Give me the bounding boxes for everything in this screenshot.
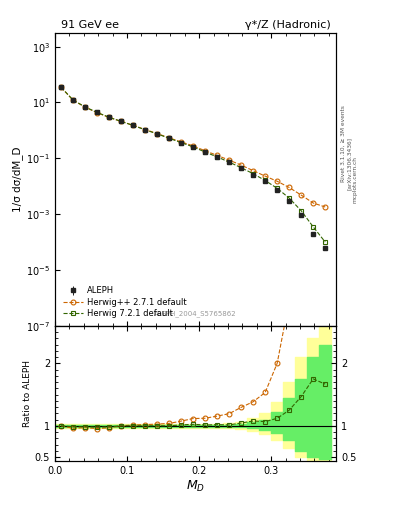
Herwig++ 2.7.1 default (167, 135, 171, 141)
Herwig++ 2.7.1 default (251, 167, 255, 174)
Herwig++ 2.7.1 default (323, 204, 328, 210)
Herwig 7.2.1 default (107, 114, 112, 120)
Herwig 7.2.1 default (59, 84, 63, 90)
Herwig 7.2.1 default (191, 144, 195, 150)
Herwig++ 2.7.1 default (179, 139, 184, 145)
Herwig++ 2.7.1 default (59, 84, 63, 90)
Text: [arXiv:1306.3436]: [arXiv:1306.3436] (347, 137, 352, 190)
Herwig 7.2.1 default (83, 104, 87, 110)
Text: 91 GeV ee: 91 GeV ee (61, 20, 119, 30)
Herwig++ 2.7.1 default (287, 184, 292, 190)
Herwig 7.2.1 default (215, 154, 220, 160)
Line: Herwig++ 2.7.1 default: Herwig++ 2.7.1 default (59, 85, 328, 209)
Herwig++ 2.7.1 default (107, 114, 112, 120)
Herwig++ 2.7.1 default (119, 118, 123, 124)
Herwig++ 2.7.1 default (239, 162, 244, 168)
Herwig 7.2.1 default (323, 239, 328, 245)
Herwig 7.2.1 default (311, 224, 316, 230)
Legend: ALEPH, Herwig++ 2.7.1 default, Herwig 7.2.1 default: ALEPH, Herwig++ 2.7.1 default, Herwig 7.… (59, 283, 190, 322)
Herwig 7.2.1 default (179, 139, 184, 145)
Text: γ*/Z (Hadronic): γ*/Z (Hadronic) (245, 20, 331, 30)
Herwig 7.2.1 default (227, 159, 231, 165)
Herwig++ 2.7.1 default (155, 131, 160, 137)
Line: Herwig 7.2.1 default: Herwig 7.2.1 default (59, 85, 328, 244)
Herwig++ 2.7.1 default (95, 110, 99, 116)
Herwig++ 2.7.1 default (275, 178, 279, 184)
Herwig++ 2.7.1 default (215, 152, 220, 158)
Herwig 7.2.1 default (299, 208, 303, 214)
X-axis label: $M_D$: $M_D$ (186, 478, 205, 494)
Herwig 7.2.1 default (203, 149, 208, 155)
Herwig 7.2.1 default (95, 110, 99, 116)
Herwig 7.2.1 default (131, 122, 136, 129)
Herwig 7.2.1 default (287, 195, 292, 201)
Herwig 7.2.1 default (251, 170, 255, 177)
Herwig 7.2.1 default (167, 135, 171, 141)
Herwig 7.2.1 default (155, 131, 160, 137)
Herwig++ 2.7.1 default (263, 173, 268, 179)
Herwig 7.2.1 default (143, 126, 147, 133)
Herwig 7.2.1 default (71, 97, 75, 103)
Text: Rivet 3.1.10, ≥ 3M events: Rivet 3.1.10, ≥ 3M events (341, 105, 346, 182)
Herwig++ 2.7.1 default (227, 157, 231, 163)
Text: mcplots.cern.ch: mcplots.cern.ch (352, 156, 357, 203)
Herwig 7.2.1 default (275, 185, 279, 191)
Herwig 7.2.1 default (263, 178, 268, 184)
Herwig 7.2.1 default (239, 165, 244, 171)
Text: ALEPH_2004_S5765862: ALEPH_2004_S5765862 (154, 310, 237, 317)
Herwig++ 2.7.1 default (299, 192, 303, 198)
Y-axis label: Ratio to ALEPH: Ratio to ALEPH (23, 360, 32, 427)
Herwig++ 2.7.1 default (83, 104, 87, 110)
Y-axis label: 1/σ dσ/dM_D: 1/σ dσ/dM_D (13, 147, 24, 212)
Herwig++ 2.7.1 default (143, 126, 147, 133)
Herwig++ 2.7.1 default (203, 148, 208, 154)
Herwig++ 2.7.1 default (71, 97, 75, 103)
Herwig++ 2.7.1 default (191, 143, 195, 149)
Herwig++ 2.7.1 default (311, 200, 316, 206)
Herwig 7.2.1 default (119, 118, 123, 124)
Herwig++ 2.7.1 default (131, 122, 136, 129)
